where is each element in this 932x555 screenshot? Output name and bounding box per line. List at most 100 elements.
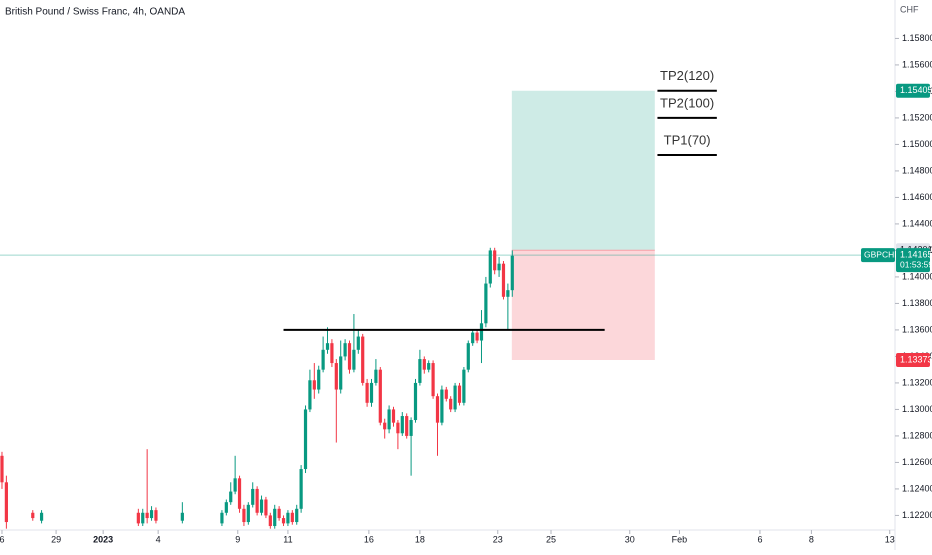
candle-body <box>308 380 312 410</box>
y-tick-label: 1.14800 <box>902 165 932 175</box>
candle-body <box>444 389 448 399</box>
candle-body <box>387 409 391 430</box>
candle-body <box>0 455 4 483</box>
x-tick-label: 11 <box>283 534 292 544</box>
price-tag <box>896 353 930 368</box>
candle-body <box>413 382 418 421</box>
y-tick-label: 1.15200 <box>902 112 932 122</box>
x-tick-label: 6 <box>757 534 762 544</box>
x-tick-label: 25 <box>546 534 556 544</box>
candle-body <box>497 263 501 271</box>
candle-body <box>501 263 506 297</box>
countdown-label: 01:53:59 <box>900 259 932 269</box>
tp-label: TP2(120) <box>660 68 714 83</box>
x-tick-label: 9 <box>235 534 240 544</box>
candle-body <box>281 518 286 524</box>
profit-zone <box>511 90 655 251</box>
chart-title: British Pound / Swiss Franc, 4h, OANDA <box>5 7 185 18</box>
candle-body <box>378 369 382 423</box>
candle-body <box>286 512 290 524</box>
candle-body <box>321 349 325 370</box>
candle-body <box>510 255 514 291</box>
candle-body <box>475 332 479 341</box>
candle-body <box>479 323 484 341</box>
candle-body <box>427 363 431 370</box>
loss-zone <box>511 250 655 361</box>
candle-body <box>273 508 277 527</box>
candle-body <box>369 382 374 403</box>
candle-body <box>154 510 158 521</box>
candle-body <box>435 396 440 423</box>
candle-body <box>347 343 352 370</box>
y-tick-label: 1.12800 <box>902 430 932 440</box>
candle-body <box>484 283 488 324</box>
candle-body <box>493 250 497 271</box>
candle-body <box>431 363 435 397</box>
candle-body <box>396 422 400 434</box>
candle-body <box>317 369 321 390</box>
candle-body <box>237 478 242 509</box>
y-tick-label: 1.15000 <box>902 139 932 149</box>
candle-body <box>31 512 35 519</box>
currency-label: CHF <box>900 4 919 14</box>
tp-label: TP2(100) <box>660 95 714 110</box>
candle-body <box>39 512 44 521</box>
x-tick-label: 6 <box>0 534 4 544</box>
y-tick-label: 1.14400 <box>902 218 932 228</box>
candle-body <box>330 343 334 364</box>
symbol-label: GBPCHF <box>864 249 899 259</box>
y-tick-label: 1.13000 <box>902 404 932 414</box>
candle-body <box>356 336 360 350</box>
candle-body <box>352 349 356 370</box>
y-tick-label: 1.12200 <box>902 510 932 520</box>
candle-body <box>488 250 492 284</box>
candle-body <box>303 409 308 470</box>
candle-body <box>141 512 145 524</box>
x-tick-label: 30 <box>625 534 635 544</box>
price-tag <box>896 248 930 273</box>
x-tick-label: 2023 <box>93 534 113 544</box>
candle-body <box>440 389 444 423</box>
y-tick-label: 1.14600 <box>902 192 932 202</box>
candle-body <box>246 504 250 523</box>
y-tick-label: 1.14000 <box>902 271 932 281</box>
symbol-tag <box>861 248 895 263</box>
candle-body <box>462 369 466 403</box>
candle-body <box>339 356 343 390</box>
candle-body <box>312 380 316 390</box>
candle-body <box>391 409 396 423</box>
candle-body <box>471 332 475 344</box>
candle-body <box>255 488 259 513</box>
price-tag-label: 1.15405 <box>900 85 932 95</box>
price-tag <box>896 83 930 98</box>
price-tag-label: 1.14165 <box>900 249 932 259</box>
x-tick-label: Feb <box>672 534 688 544</box>
x-tick-label: 8 <box>809 534 814 544</box>
candle-body <box>264 499 268 516</box>
candle-body <box>145 512 149 519</box>
candle-body <box>4 482 8 523</box>
y-tick-label: 1.15600 <box>902 59 932 69</box>
y-tick-label: 1.13600 <box>902 324 932 334</box>
candle-body <box>453 385 457 410</box>
candle-body <box>233 478 237 492</box>
candle-body <box>136 512 140 524</box>
x-tick-label: 4 <box>156 534 161 544</box>
candle-body <box>229 491 233 503</box>
candle-body <box>220 512 224 524</box>
y-tick-label: 1.13200 <box>902 377 932 387</box>
candle-body <box>466 343 470 370</box>
candle-body <box>268 515 272 527</box>
y-tick-label: 1.12600 <box>902 457 932 467</box>
candle-body <box>374 369 378 383</box>
candle-body <box>277 508 281 519</box>
y-tick-label: 1.13800 <box>902 298 932 308</box>
candle-body <box>295 508 299 523</box>
candle-body <box>506 290 510 297</box>
x-tick-label: 23 <box>493 534 503 544</box>
candle-body <box>224 502 228 513</box>
tp-label: TP1(70) <box>664 132 711 147</box>
price-tag-label: 1.13373 <box>900 354 932 364</box>
candle-body <box>449 398 453 410</box>
